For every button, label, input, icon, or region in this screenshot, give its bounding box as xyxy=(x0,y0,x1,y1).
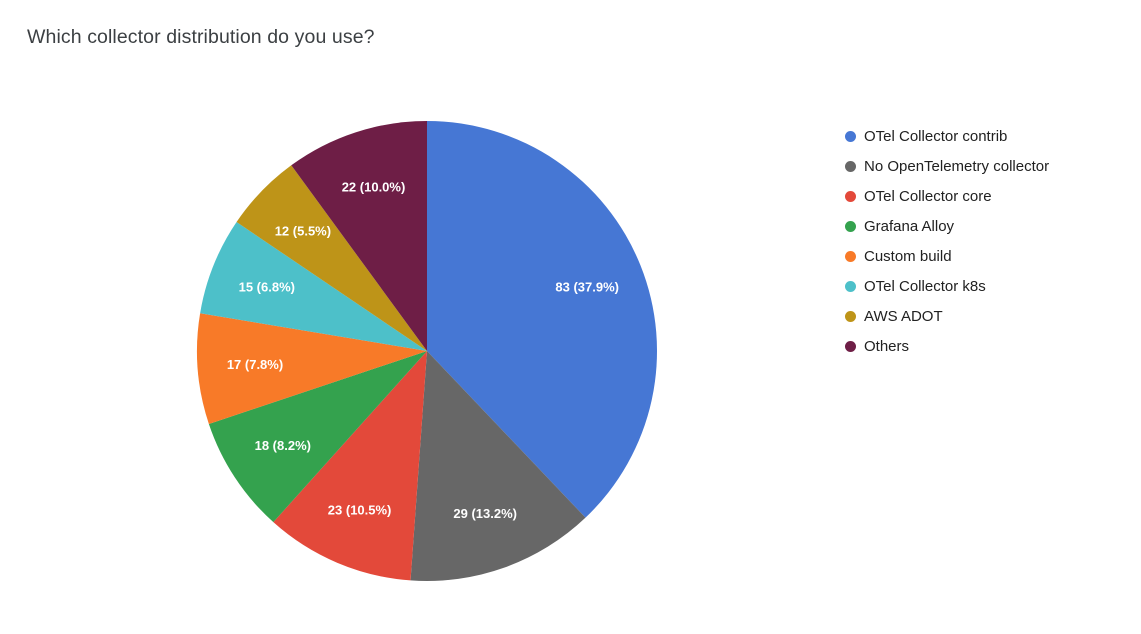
legend-dot-icon xyxy=(845,160,856,172)
pie-slice-3[interactable] xyxy=(208,351,427,523)
legend-label: Grafana Alloy xyxy=(864,217,955,235)
legend-dot-icon xyxy=(845,130,856,142)
slice-data-label: 12 (5.5%) xyxy=(275,224,331,239)
slice-data-label: 29 (13.2%) xyxy=(453,506,517,521)
pie-slice-5[interactable] xyxy=(200,222,427,351)
legend-label: OTel Collector core xyxy=(864,187,992,205)
chart-legend: OTel Collector contrib No OpenTelemetry c… xyxy=(845,121,1049,361)
legend-item-0: OTel Collector contrib xyxy=(845,121,1049,151)
pie-slice-4[interactable] xyxy=(196,313,427,424)
legend-dot-icon xyxy=(845,280,856,292)
legend-label: OTel Collector k8s xyxy=(864,277,986,295)
legend-dot-icon xyxy=(845,310,856,322)
legend-dot-icon xyxy=(845,340,856,352)
legend-label: AWS ADOT xyxy=(864,307,943,325)
legend-item-7: Others xyxy=(845,331,1049,361)
pie-slice-7[interactable] xyxy=(291,121,427,351)
pie-slice-2[interactable] xyxy=(273,351,427,581)
slice-data-label: 17 (7.8%) xyxy=(227,357,283,372)
legend-item-3: Grafana Alloy xyxy=(845,211,1049,241)
pie-slice-0[interactable] xyxy=(427,121,658,518)
pie-slice-1[interactable] xyxy=(410,351,586,582)
legend-dot-icon xyxy=(845,250,856,262)
slice-data-label: 83 (37.9%) xyxy=(555,280,619,295)
slice-data-label: 23 (10.5%) xyxy=(328,502,392,517)
legend-label: OTel Collector contrib xyxy=(864,127,1008,145)
legend-item-6: AWS ADOT xyxy=(845,301,1049,331)
chart-title: Which collector distribution do you use? xyxy=(27,26,375,48)
legend-item-2: OTel Collector core xyxy=(845,181,1049,211)
slice-data-label: 15 (6.8%) xyxy=(239,280,295,295)
pie-slice-6[interactable] xyxy=(236,165,427,351)
legend-item-5: OTel Collector k8s xyxy=(845,271,1049,301)
legend-dot-icon xyxy=(845,190,856,202)
legend-item-4: Custom build xyxy=(845,241,1049,271)
legend-label: Custom build xyxy=(864,247,952,265)
legend-label: No OpenTelemetry collector xyxy=(864,157,1050,175)
slice-data-label: 22 (10.0%) xyxy=(342,180,406,195)
legend-label: Others xyxy=(864,337,910,355)
legend-item-1: No OpenTelemetry collector xyxy=(845,151,1049,181)
slice-data-label: 18 (8.2%) xyxy=(255,438,311,453)
legend-dot-icon xyxy=(845,220,856,232)
